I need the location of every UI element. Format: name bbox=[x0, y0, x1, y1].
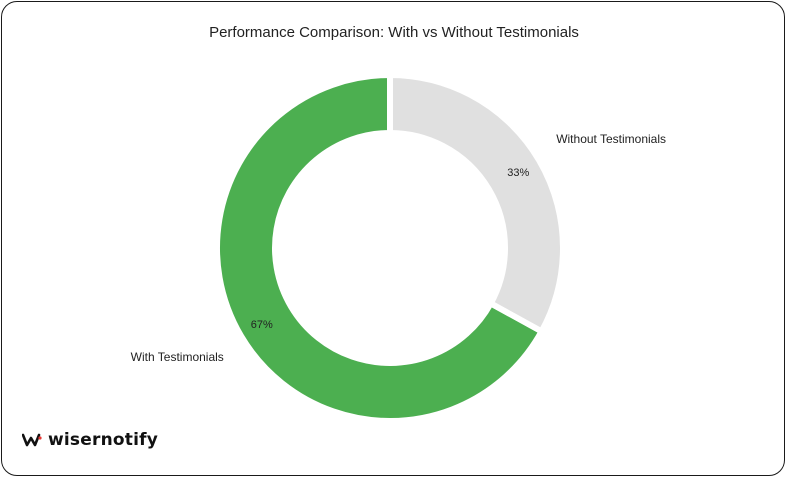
slice-category-label: With Testimonials bbox=[131, 350, 224, 364]
chart-title: Performance Comparison: With vs Without … bbox=[209, 24, 579, 41]
slice-without-testimonials bbox=[387, 71, 566, 336]
slice-with-testimonials bbox=[214, 71, 546, 424]
brand-logo: wisernotify bbox=[22, 430, 158, 450]
slice-percent-label: 33% bbox=[507, 167, 529, 179]
brand-name: wisernotify bbox=[48, 430, 158, 450]
slice-percent-label: 67% bbox=[251, 319, 273, 331]
slice-category-label: Without Testimonials bbox=[556, 132, 666, 146]
wisernotify-logo-icon bbox=[22, 433, 42, 447]
